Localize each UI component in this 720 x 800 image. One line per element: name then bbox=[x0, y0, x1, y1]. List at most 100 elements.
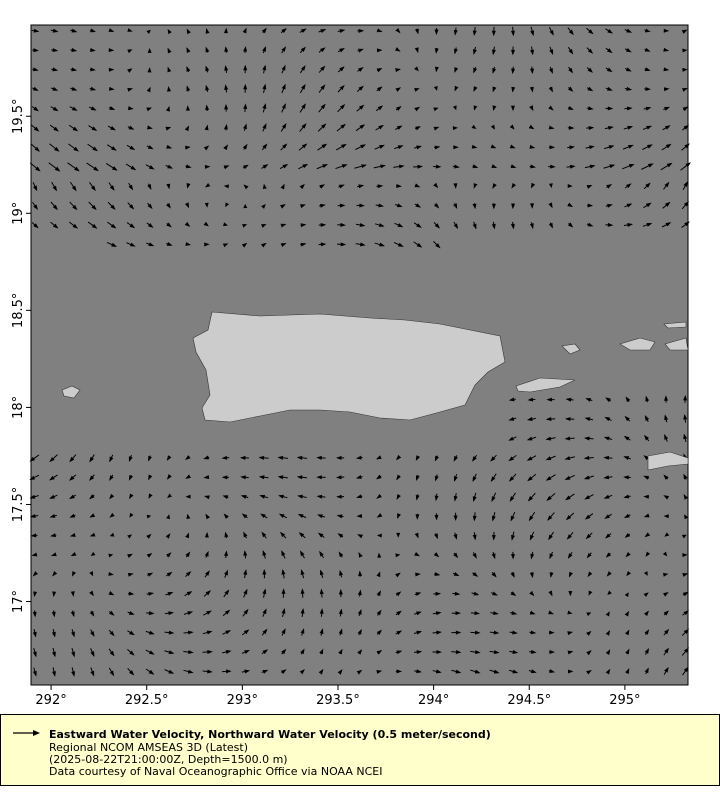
velocity-vector bbox=[604, 125, 614, 130]
velocity-vector bbox=[356, 85, 364, 92]
velocity-vector bbox=[127, 534, 133, 539]
velocity-vector bbox=[357, 628, 362, 636]
velocity-vector bbox=[318, 222, 327, 227]
velocity-vector bbox=[454, 67, 459, 73]
velocity-vector bbox=[127, 87, 134, 92]
velocity-vector bbox=[126, 144, 136, 151]
velocity-vector bbox=[224, 65, 229, 73]
y-tick-label: 17.5° bbox=[11, 487, 26, 522]
velocity-vector bbox=[643, 202, 652, 209]
velocity-vector bbox=[376, 590, 381, 597]
velocity-vector bbox=[105, 163, 118, 171]
velocity-vector bbox=[87, 221, 98, 229]
velocity-vector bbox=[682, 610, 689, 616]
velocity-vector bbox=[625, 629, 630, 636]
velocity-vector bbox=[127, 202, 135, 210]
velocity-vector bbox=[261, 164, 269, 169]
velocity-vector bbox=[453, 512, 458, 521]
velocity-vector bbox=[32, 67, 39, 72]
velocity-vector bbox=[511, 182, 517, 189]
velocity-vector bbox=[567, 202, 574, 208]
velocity-vector bbox=[491, 531, 496, 541]
velocity-vector bbox=[281, 568, 286, 579]
velocity-vector bbox=[623, 513, 631, 519]
velocity-vector bbox=[222, 650, 232, 654]
legend-time-depth: (2025-08-22T21:00:00Z, Depth=1500.0 m) bbox=[49, 753, 288, 766]
velocity-vector bbox=[606, 184, 613, 189]
velocity-vector bbox=[567, 125, 575, 130]
velocity-vector bbox=[509, 124, 515, 130]
velocity-vector bbox=[624, 592, 629, 597]
velocity-vector bbox=[108, 48, 115, 53]
velocity-vector bbox=[70, 67, 78, 72]
velocity-vector bbox=[260, 513, 268, 519]
velocity-vector bbox=[261, 628, 268, 636]
velocity-vector bbox=[355, 242, 366, 247]
velocity-vector bbox=[69, 454, 77, 463]
velocity-vector bbox=[548, 164, 556, 169]
y-tick-label: 19° bbox=[11, 202, 26, 225]
velocity-vector bbox=[356, 669, 363, 675]
velocity-vector bbox=[433, 240, 441, 249]
velocity-vector bbox=[184, 591, 193, 597]
vector-arrow-icon bbox=[13, 730, 40, 736]
velocity-vector bbox=[491, 164, 498, 168]
velocity-vector bbox=[185, 241, 192, 246]
velocity-vector bbox=[297, 494, 307, 499]
velocity-vector bbox=[548, 26, 554, 36]
velocity-vector bbox=[337, 242, 347, 247]
velocity-vector bbox=[625, 551, 631, 558]
velocity-vector bbox=[318, 242, 327, 247]
st-thomas bbox=[619, 337, 656, 351]
y-tick-label: 17° bbox=[11, 590, 26, 613]
x-tick-label: 295° bbox=[609, 693, 640, 708]
velocity-vector bbox=[564, 436, 575, 441]
velocity-vector bbox=[300, 204, 306, 209]
velocity-vector bbox=[127, 572, 134, 577]
y-tick-label: 19.5° bbox=[11, 99, 26, 134]
velocity-vector bbox=[300, 607, 305, 617]
velocity-vector bbox=[186, 47, 191, 53]
velocity-vector bbox=[166, 474, 172, 480]
velocity-vector bbox=[624, 67, 632, 72]
velocity-vector bbox=[243, 123, 247, 132]
velocity-vector bbox=[489, 669, 500, 674]
velocity-vector bbox=[241, 513, 248, 519]
velocity-vector bbox=[530, 182, 536, 189]
velocity-vector bbox=[626, 571, 631, 577]
velocity-vector bbox=[567, 631, 574, 636]
velocity-vector bbox=[280, 243, 287, 248]
velocity-vector bbox=[586, 67, 593, 73]
velocity-vector bbox=[355, 475, 363, 479]
velocity-vector bbox=[338, 551, 344, 558]
velocity-vector bbox=[663, 514, 669, 519]
velocity-vector bbox=[643, 571, 648, 576]
velocity-vector bbox=[243, 550, 248, 559]
velocity-vector bbox=[566, 164, 576, 169]
velocity-vector bbox=[490, 591, 498, 596]
velocity-vector bbox=[335, 475, 345, 480]
velocity-vector bbox=[296, 475, 307, 480]
velocity-vector bbox=[90, 47, 96, 52]
velocity-vector bbox=[394, 47, 401, 52]
velocity-vector bbox=[472, 164, 479, 169]
velocity-vector bbox=[394, 222, 404, 228]
velocity-vector bbox=[683, 413, 688, 423]
velocity-vector bbox=[586, 47, 594, 54]
velocity-vector bbox=[414, 532, 419, 539]
velocity-vector bbox=[339, 569, 344, 578]
velocity-vector bbox=[605, 533, 612, 539]
velocity-vector bbox=[243, 45, 248, 54]
velocity-vector bbox=[545, 455, 556, 461]
velocity-vector bbox=[491, 203, 496, 210]
velocity-vector bbox=[472, 572, 479, 577]
velocity-vector bbox=[89, 28, 96, 33]
velocity-vector bbox=[71, 667, 76, 677]
velocity-vector bbox=[661, 143, 672, 151]
velocity-vector bbox=[682, 573, 689, 577]
velocity-vector bbox=[319, 588, 324, 598]
velocity-vector bbox=[52, 571, 58, 577]
velocity-vector bbox=[472, 221, 477, 230]
velocity-vector bbox=[357, 589, 362, 597]
velocity-vector bbox=[473, 183, 478, 189]
